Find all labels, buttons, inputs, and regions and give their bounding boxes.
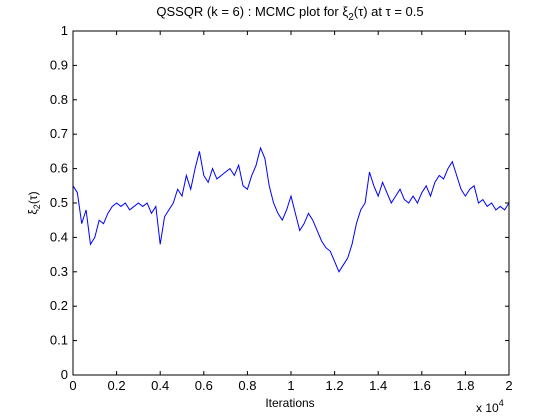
y-tick-label: 1 xyxy=(61,23,68,38)
svg-text:ξ2(τ): ξ2(τ) xyxy=(26,191,42,214)
axes-frame xyxy=(72,30,510,376)
x-tick-label: 1.2 xyxy=(326,378,344,393)
y-tick-label: 0 xyxy=(61,367,68,382)
series-layer xyxy=(72,146,510,273)
x-tick-label: 0.6 xyxy=(195,378,213,393)
x-tick-label: 1.4 xyxy=(369,378,387,393)
title-prefix: QSSQR (k = 6) : MCMC plot for xyxy=(156,4,342,19)
x-tick-label: 0.2 xyxy=(108,378,126,393)
chart-title: QSSQR (k = 6) : MCMC plot for ξ2(τ) at τ… xyxy=(156,4,423,23)
y-tick-label: 0.3 xyxy=(50,264,68,279)
y-tick-label: 0.9 xyxy=(50,57,68,72)
y-tick-label: 0.4 xyxy=(50,229,68,244)
x-tick-label: 1.8 xyxy=(456,378,474,393)
title-symbol-subscript: 2 xyxy=(348,12,354,23)
x-axis-exponent-base: x 10 xyxy=(476,401,499,415)
x-tick-label: 0.4 xyxy=(151,378,169,393)
title-suffix: (τ) at τ = 0.5 xyxy=(354,4,424,19)
plot-area xyxy=(73,31,509,375)
y-tick-label: 0.1 xyxy=(50,333,68,348)
y-axis-label-subscript: 2 xyxy=(32,204,42,209)
y-axis-label-suffix: (τ) xyxy=(26,191,40,204)
x-tick-label: 1.6 xyxy=(413,378,431,393)
y-axis-label-base: ξ xyxy=(26,209,40,215)
y-tick-label: 0.7 xyxy=(50,126,68,141)
y-tick-label: 0.5 xyxy=(50,195,68,210)
x-axis-exponent-power: 4 xyxy=(499,398,504,408)
x-tick-label: 1 xyxy=(287,378,294,393)
x-tick-label: 0 xyxy=(69,378,76,393)
y-tick-label: 0.8 xyxy=(50,92,68,107)
tick-layer: 0 0.2 0.4 0.6 0.8 1 1.2 1.4 1.6 1.8 2 0 0.1 0.2 0.3 0.4… xyxy=(50,23,513,393)
y-axis-label: ξ2(τ) xyxy=(26,191,42,214)
x-axis-exponent: x 104 xyxy=(476,398,504,415)
x-tick-label: 0.8 xyxy=(238,378,256,393)
x-tick-label: 2 xyxy=(505,378,512,393)
title-symbol: ξ xyxy=(342,4,348,19)
y-tick-label: 0.2 xyxy=(50,298,68,313)
trace-series-line-0 xyxy=(72,146,510,273)
x-axis-label: Iterations xyxy=(265,396,314,410)
y-tick-label: 0.6 xyxy=(50,161,68,176)
